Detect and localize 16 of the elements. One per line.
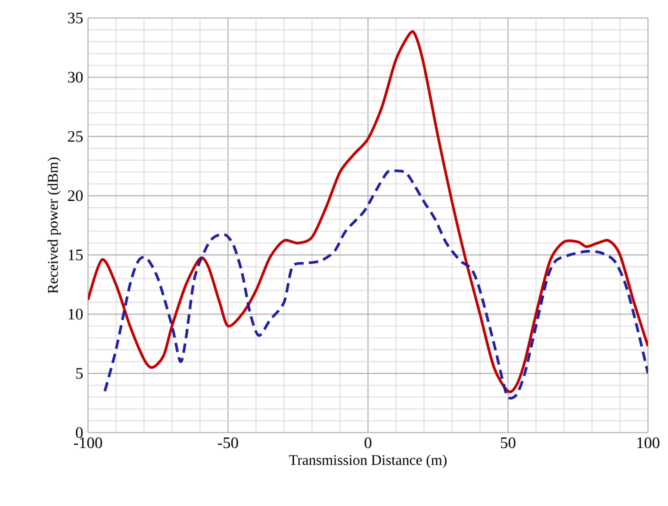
y-tick-label: 25 <box>68 131 83 142</box>
y-tick-label: 30 <box>68 72 83 83</box>
y-axis-title: Received power (dBm) <box>48 158 61 294</box>
y-tick-label: 0 <box>76 427 83 438</box>
y-tick-label: 10 <box>68 308 83 320</box>
x-tick-label: 0 <box>364 437 372 448</box>
x-tick-label: -50 <box>218 437 238 448</box>
line-series <box>103 169 648 398</box>
y-tick-label: 15 <box>68 250 83 260</box>
y-tick-label: 20 <box>68 190 83 202</box>
x-tick-label: 50 <box>500 437 516 448</box>
x-tick-label: -100 <box>74 437 102 448</box>
y-tick-label: 5 <box>76 368 83 379</box>
x-axis-title: Transmission Distance (m) <box>289 454 447 468</box>
y-tick-label: 35 <box>68 12 83 24</box>
x-tick-label: 100 <box>637 437 660 448</box>
